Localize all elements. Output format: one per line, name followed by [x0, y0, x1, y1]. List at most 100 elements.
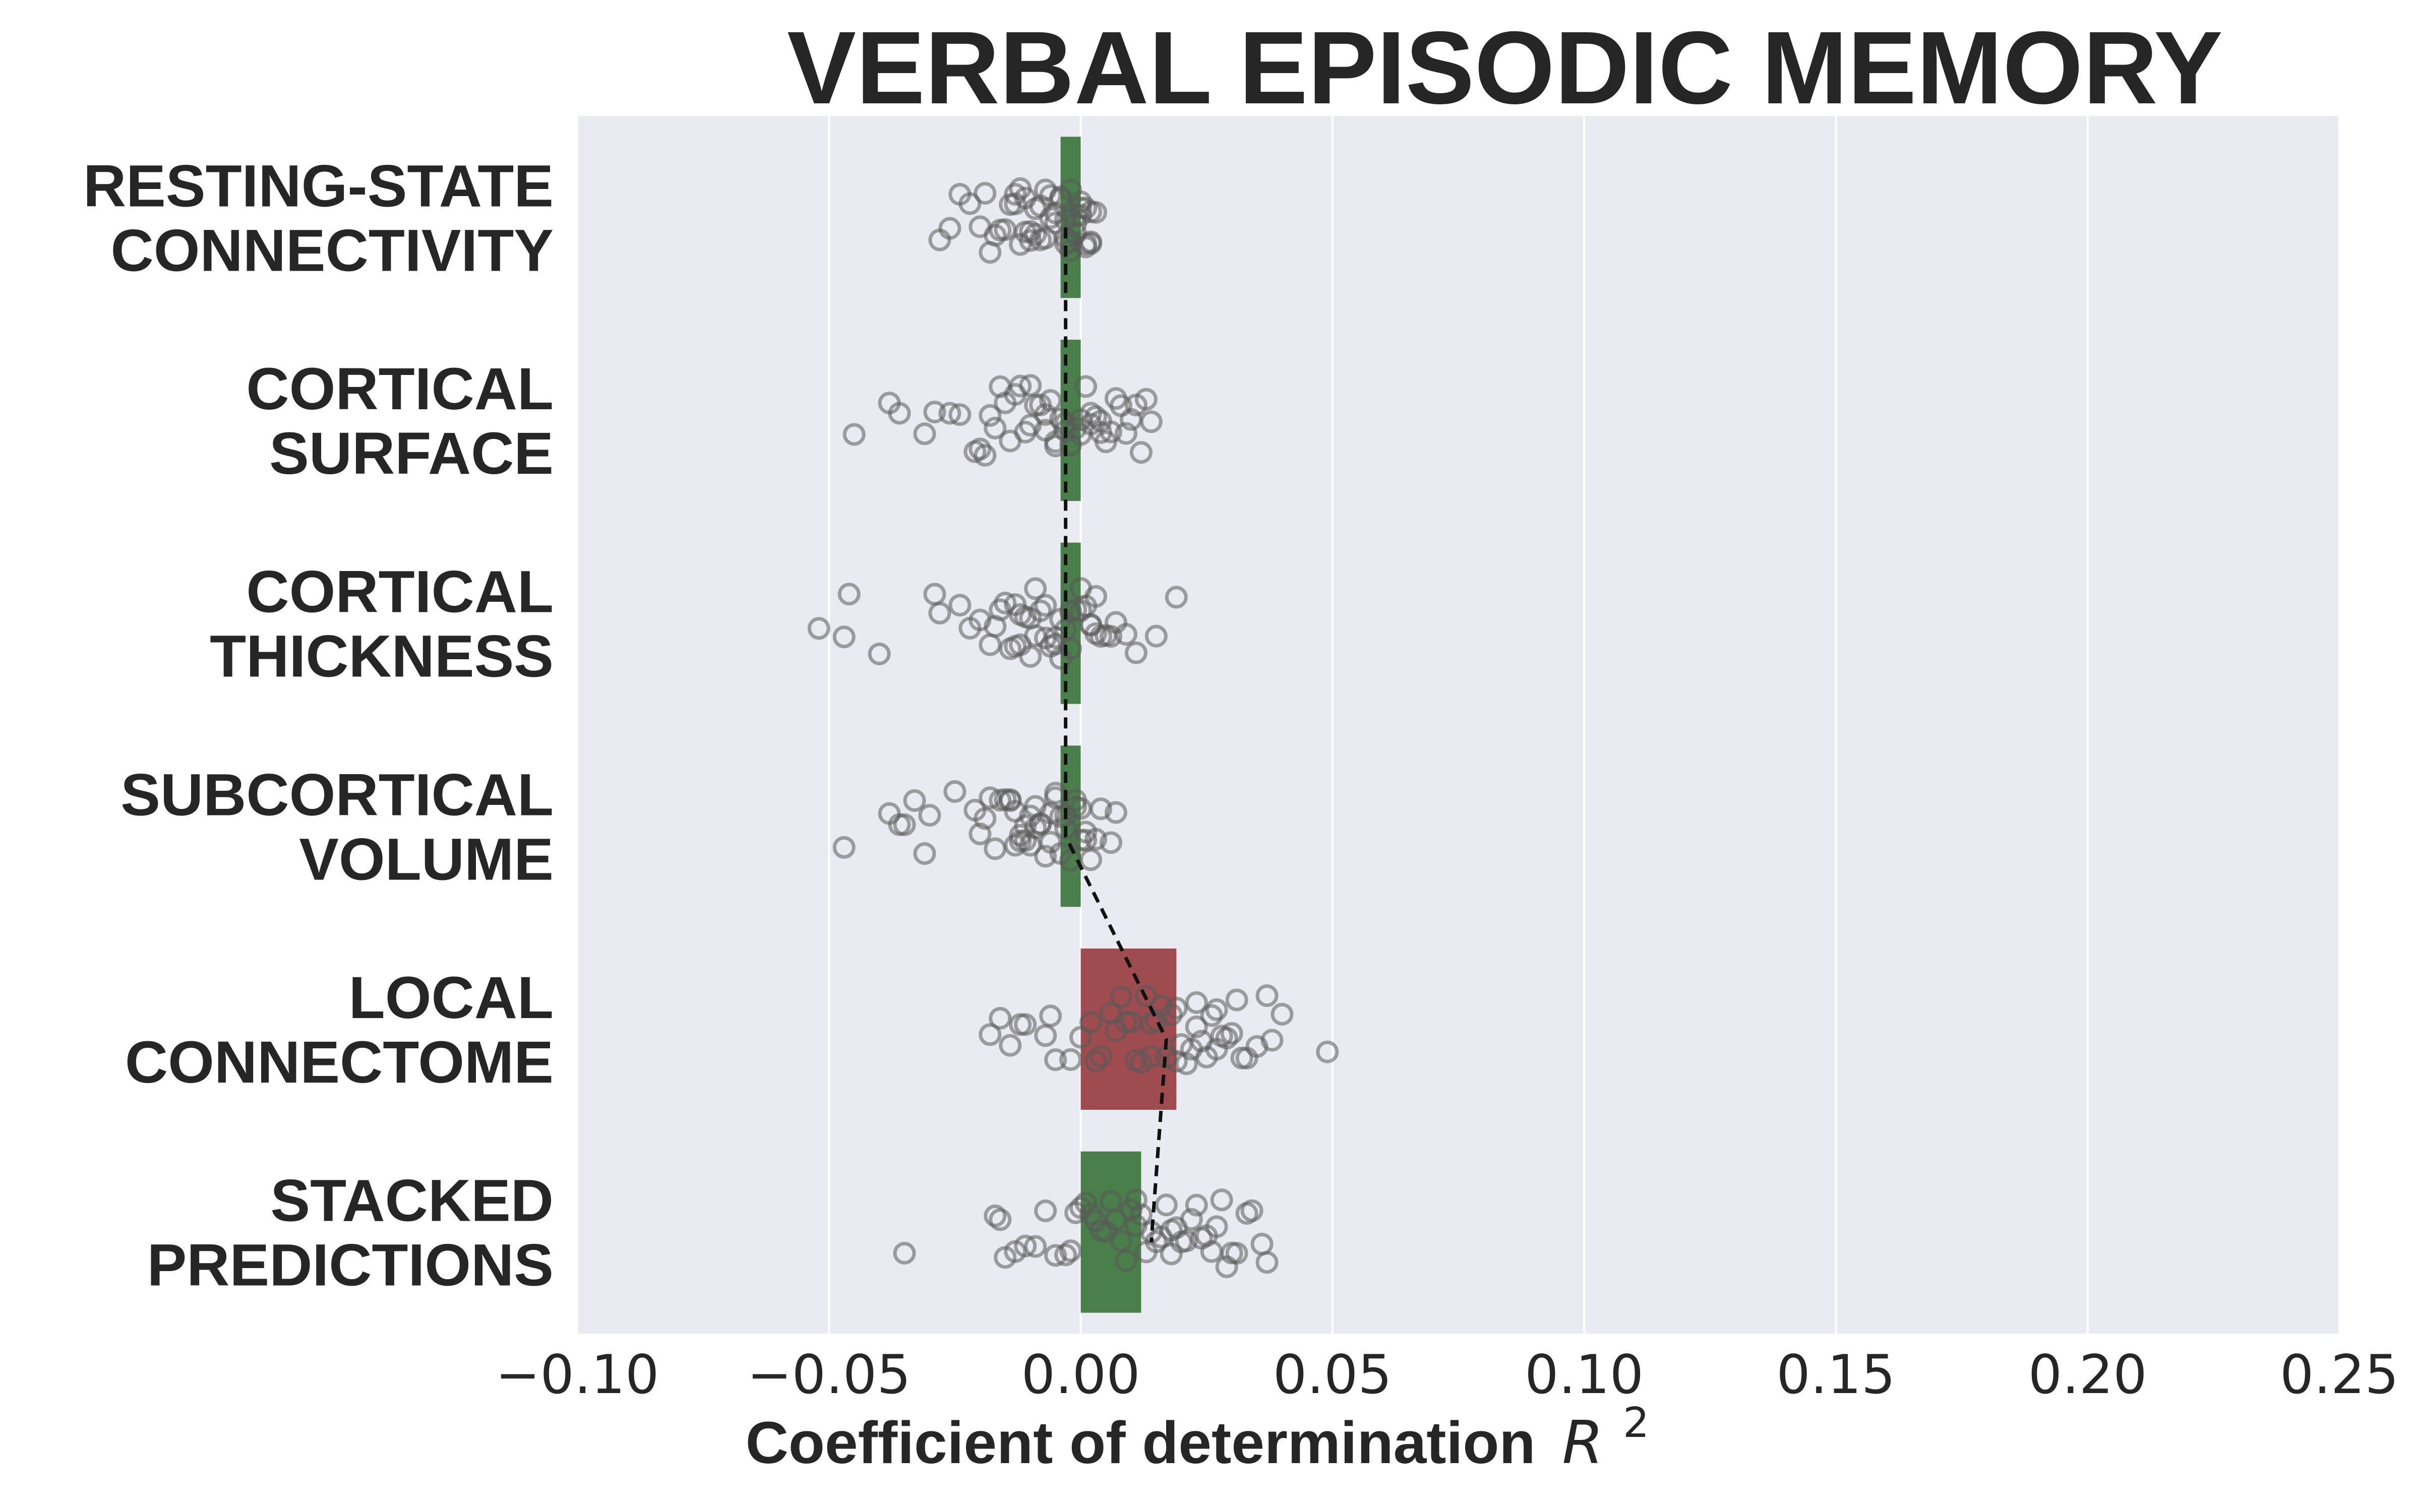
data-point	[1039, 389, 1062, 412]
data-point	[1039, 206, 1062, 229]
category-label-line: SURFACE	[269, 420, 554, 487]
category-label-line: THICKNESS	[210, 623, 554, 690]
data-point	[1034, 845, 1057, 868]
data-point	[832, 625, 856, 649]
x-tick-label: 0.25	[2280, 1344, 2399, 1406]
data-point	[1084, 585, 1108, 608]
data-point	[1155, 1193, 1178, 1217]
data-point	[1019, 229, 1042, 252]
points	[807, 177, 1339, 1278]
data-point	[1034, 594, 1057, 617]
x-tick-label: 0.10	[1525, 1344, 1644, 1406]
data-point	[903, 789, 926, 812]
data-point	[878, 392, 901, 415]
data-point	[1009, 374, 1032, 398]
median-line	[1064, 227, 1168, 1242]
data-point	[1099, 831, 1122, 854]
data-point	[1059, 1048, 1082, 1071]
data-point	[1074, 375, 1098, 398]
data-point	[832, 836, 856, 859]
data-point	[1124, 394, 1147, 417]
data-point	[807, 617, 830, 640]
data-point	[1090, 1045, 1113, 1068]
data-point	[1144, 624, 1168, 648]
data-point	[1024, 1235, 1047, 1258]
category-label: RESTING-STATE CONNECTIVITY	[83, 153, 554, 284]
category-label-line: PREDICTIONS	[147, 1232, 554, 1299]
data-point	[1074, 829, 1098, 852]
data-point	[999, 1034, 1022, 1057]
data-point	[938, 402, 961, 425]
data-point	[943, 780, 966, 803]
data-point	[1124, 641, 1147, 664]
data-point	[1064, 212, 1087, 235]
x-axis-label-sup: 2	[1623, 1399, 1649, 1447]
category-label-line: CONNECTIVITY	[111, 217, 554, 284]
data-point	[1200, 1004, 1223, 1027]
data-point	[1044, 1048, 1067, 1072]
data-point	[1004, 192, 1027, 215]
data-point	[1104, 801, 1127, 824]
data-point	[1014, 1013, 1037, 1036]
data-point	[1175, 1229, 1198, 1252]
data-point	[918, 804, 941, 827]
category-label: CORTICAL SURFACE	[246, 356, 554, 487]
data-point	[994, 591, 1017, 614]
data-point	[1160, 1219, 1183, 1242]
data-point	[1104, 1020, 1127, 1043]
data-point	[999, 789, 1022, 812]
category-label-line: VOLUME	[299, 826, 554, 893]
data-point	[969, 437, 992, 461]
data-point	[979, 1023, 1002, 1046]
data-point	[1014, 1234, 1037, 1257]
data-point	[1205, 1215, 1228, 1238]
x-tick-label: 0.00	[1021, 1344, 1140, 1406]
category-label-line: CORTICAL	[246, 559, 554, 625]
data-point	[1109, 1229, 1132, 1252]
data-point	[1099, 625, 1122, 648]
data-point	[1129, 1203, 1153, 1226]
data-point	[893, 1242, 916, 1265]
data-point	[963, 798, 987, 822]
data-point	[913, 422, 936, 446]
data-point	[1084, 828, 1108, 851]
data-point	[1230, 1046, 1253, 1069]
data-point	[893, 813, 916, 836]
x-tick-labels: −0.10 −0.05 0.00 0.05 0.10 0.15 0.20 0.25	[496, 1344, 2399, 1406]
data-point	[1270, 1002, 1294, 1026]
data-point	[923, 401, 946, 424]
data-point	[1090, 797, 1113, 821]
x-axis-label-text: Coefficient of determination	[746, 1410, 1536, 1476]
data-point	[974, 444, 997, 467]
data-point	[1139, 410, 1163, 433]
data-point	[1114, 422, 1137, 445]
data-point	[868, 642, 891, 665]
data-point	[1255, 984, 1279, 1007]
data-point	[984, 416, 1007, 439]
data-point	[1079, 613, 1103, 636]
data-point	[1225, 1242, 1248, 1265]
data-point	[1009, 177, 1032, 200]
data-point	[842, 423, 866, 446]
data-point	[1316, 1040, 1339, 1063]
data-point	[974, 181, 997, 205]
data-point	[1124, 1214, 1147, 1237]
data-point	[1144, 1230, 1168, 1253]
data-point	[1034, 403, 1057, 426]
data-point	[1114, 1249, 1137, 1272]
category-label-line: CORTICAL	[246, 356, 554, 422]
category-label-line: SUBCORTICAL	[120, 762, 554, 828]
x-tick-label: −0.10	[496, 1344, 659, 1406]
data-point	[1019, 374, 1042, 397]
data-point	[948, 594, 972, 617]
x-tick-label: 0.20	[2028, 1344, 2147, 1406]
data-point	[989, 1208, 1012, 1231]
data-point	[1104, 387, 1127, 410]
data-point	[1165, 586, 1188, 609]
category-label: LOCAL CONNECTOME	[125, 965, 554, 1096]
data-point	[1090, 421, 1113, 444]
data-point	[1079, 1011, 1103, 1034]
data-point	[1124, 1188, 1147, 1212]
